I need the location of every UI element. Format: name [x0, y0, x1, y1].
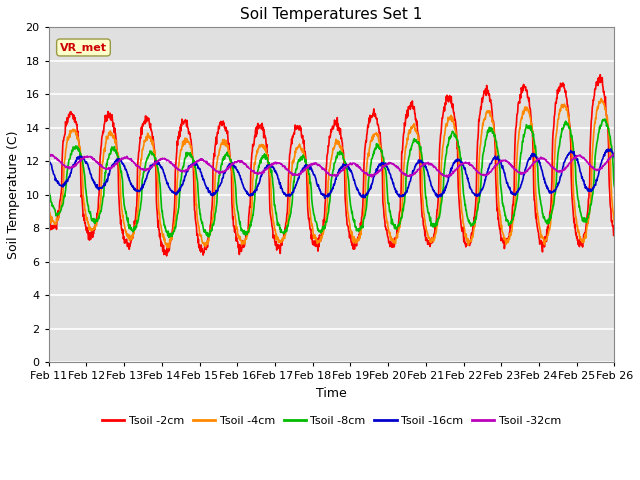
Tsoil -2cm [163, 253, 170, 259]
Tsoil -4cm [157, 222, 164, 228]
Tsoil -32cm [157, 157, 164, 163]
Tsoil -16cm [234, 169, 242, 175]
Tsoil -2cm [596, 72, 604, 78]
Tsoil -2cm [234, 245, 242, 251]
Tsoil -2cm [494, 205, 502, 211]
Line: Tsoil -16cm: Tsoil -16cm [49, 149, 614, 198]
Tsoil -16cm [611, 155, 618, 161]
Tsoil -4cm [611, 219, 618, 225]
Tsoil -8cm [157, 192, 164, 198]
Tsoil -4cm [164, 245, 172, 251]
Text: VR_met: VR_met [60, 42, 107, 53]
Tsoil -8cm [45, 187, 52, 193]
Tsoil -16cm [607, 146, 615, 152]
Tsoil -32cm [444, 174, 451, 180]
Tsoil -16cm [544, 185, 552, 191]
X-axis label: Time: Time [316, 387, 347, 400]
Tsoil -8cm [165, 235, 173, 240]
Tsoil -32cm [234, 158, 242, 164]
Tsoil -4cm [45, 206, 52, 212]
Tsoil -16cm [321, 195, 329, 201]
Legend: Tsoil -2cm, Tsoil -4cm, Tsoil -8cm, Tsoil -16cm, Tsoil -32cm: Tsoil -2cm, Tsoil -4cm, Tsoil -8cm, Tsoi… [97, 411, 566, 430]
Tsoil -4cm [420, 210, 428, 216]
Tsoil -16cm [45, 156, 52, 162]
Tsoil -8cm [420, 166, 428, 172]
Tsoil -2cm [157, 237, 164, 243]
Tsoil -4cm [234, 232, 242, 238]
Tsoil -2cm [544, 224, 552, 229]
Line: Tsoil -4cm: Tsoil -4cm [49, 98, 614, 248]
Tsoil -32cm [419, 161, 427, 167]
Line: Tsoil -32cm: Tsoil -32cm [49, 155, 614, 177]
Tsoil -8cm [171, 224, 179, 230]
Tsoil -32cm [544, 159, 552, 165]
Tsoil -8cm [234, 210, 242, 216]
Title: Soil Temperatures Set 1: Soil Temperatures Set 1 [241, 7, 423, 22]
Tsoil -2cm [45, 215, 52, 221]
Tsoil -32cm [494, 161, 502, 167]
Tsoil -16cm [171, 190, 179, 196]
Tsoil -4cm [597, 96, 605, 101]
Tsoil -16cm [494, 153, 502, 159]
Tsoil -8cm [601, 116, 609, 122]
Line: Tsoil -8cm: Tsoil -8cm [49, 119, 614, 238]
Tsoil -8cm [544, 219, 552, 225]
Tsoil -32cm [171, 162, 179, 168]
Tsoil -16cm [157, 165, 164, 170]
Tsoil -8cm [611, 184, 618, 190]
Tsoil -32cm [45, 152, 52, 158]
Tsoil -2cm [420, 223, 428, 228]
Tsoil -2cm [171, 196, 179, 202]
Y-axis label: Soil Temperature (C): Soil Temperature (C) [7, 131, 20, 259]
Tsoil -2cm [611, 230, 618, 236]
Tsoil -32cm [611, 152, 618, 157]
Line: Tsoil -2cm: Tsoil -2cm [49, 75, 614, 256]
Tsoil -16cm [420, 161, 428, 167]
Tsoil -32cm [610, 152, 618, 157]
Tsoil -4cm [544, 232, 552, 238]
Tsoil -4cm [171, 218, 179, 224]
Tsoil -8cm [494, 147, 502, 153]
Tsoil -4cm [494, 181, 502, 187]
